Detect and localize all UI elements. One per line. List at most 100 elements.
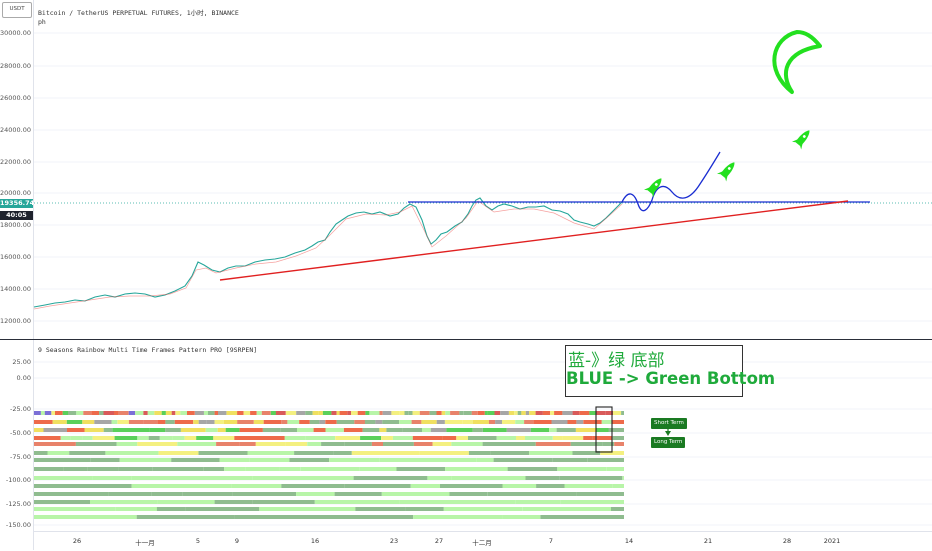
rainbow-bar-segment [256,411,262,415]
rainbow-bar-segment [612,436,624,440]
rainbow-bar-segment [339,411,348,415]
rainbow-bar-segment [128,451,145,455]
rainbow-bar-segment [554,411,563,415]
rainbow-bar-segment [285,442,308,446]
rainbow-bar-segment [226,411,238,415]
rainbow-bar-segment [371,442,383,446]
rainbow-bar-segment [194,411,204,415]
x-tick: 7 [548,537,554,545]
rainbow-bar-segment [313,428,326,432]
rainbow-bar-segment [312,515,414,519]
rainbow-bar-segment [521,411,526,415]
rainbow-bar-segment [294,451,334,455]
rainbow-bar-segment [143,411,148,415]
currency-badge[interactable]: USDT [2,2,32,18]
rainbow-bar-segment [411,420,422,424]
rainbow-bar-segment [587,458,620,462]
y-tick: 16000.00 [0,253,32,261]
rocket-icon [716,162,735,182]
rainbow-bar-segment [206,420,215,424]
ind-y-tick: -50.00 [10,429,31,437]
rainbow-bar-segment [289,458,330,462]
rainbow-bar-segment [515,500,561,504]
rainbow-bar-segment [76,411,84,415]
chart-subtitle: ph [38,18,46,26]
rainbow-bar-segment [116,442,138,446]
rainbow-bar-segment [382,420,400,424]
rainbow-bar-segment [493,458,553,462]
rainbow-bar-segment [75,442,117,446]
rainbow-bar-segment [444,420,463,424]
rainbow-bar-segment [99,411,104,415]
rainbow-bar-segment [305,411,313,415]
long-term-label: Long Term [651,437,686,448]
symbol-title[interactable]: Bitcoin / TetherUS PERPETUAL FUTURES, 1小… [38,9,239,17]
pane-divider[interactable] [0,339,932,340]
rainbow-bar-segment [402,428,422,432]
rainbow-bar-segment [542,411,551,415]
rainbow-bar-segment [570,442,603,446]
rainbow-bar-segment [608,428,624,432]
rainbow-bar-segment [247,451,295,455]
rainbow-bar-segment [270,411,276,415]
rainbow-bar-segment [171,411,176,415]
rainbow-bar-segment [208,411,215,415]
rainbow-bar-segment [118,411,129,415]
time-axis[interactable] [34,531,932,551]
rainbow-bar-segment [347,411,351,415]
rainbow-bar-segment [156,507,186,511]
rainbow-bar-segment [562,411,573,415]
rainbow-bar-segment [442,436,457,440]
rainbow-bar-segment [500,411,509,415]
rainbow-bar-segment [443,507,523,511]
x-tick: 27 [434,537,444,545]
annotation-text-cn: 蓝-》绿 底部 [568,351,665,371]
rainbow-bar-segment [375,420,383,424]
rainbow-bar-segment [379,428,387,432]
rainbow-bar-segment [529,411,536,415]
rainbow-bar-segment [68,411,77,415]
rainbow-bar-segment [319,420,326,424]
rainbow-bar-segment [318,411,323,415]
rainbow-bar-segment [575,428,596,432]
rainbow-bar-segment [572,451,601,455]
rainbow-bar-segment [43,428,67,432]
rainbow-bar-segment [483,500,516,504]
rainbow-bar-segment [564,484,613,488]
rainbow-bar-segment [353,476,428,480]
rainbow-bar-segment [556,428,576,432]
rainbow-bar-segment [157,500,215,504]
price-series [33,197,623,308]
y-tick: 22000.00 [0,158,32,166]
rainbow-bar-segment [596,411,606,415]
rainbow-bar-segment [488,420,496,424]
ind-y-tick: 25.00 [12,358,31,366]
rainbow-bar-segment [355,507,406,511]
rainbow-bar-segment [445,467,508,471]
rainbow-bar-segment [149,428,166,432]
x-tick: 5 [195,537,201,545]
rainbow-bar-segment [253,420,264,424]
rainbow-bar-segment [131,476,183,480]
rainbow-bar-segment [128,420,144,424]
rainbow-bar-segment [218,411,227,415]
rainbow-bar-segment [158,451,199,455]
rainbow-bar-segment [382,411,392,415]
x-tick: 23 [389,537,399,545]
rainbow-bar-segment [69,451,106,455]
rainbow-bar-segment [583,420,602,424]
rainbow-bar-segment [34,500,90,504]
rainbow-bar-segment [329,458,380,462]
rainbow-bar-segment [410,484,440,488]
rainbow-bar-segment [217,428,226,432]
ind-y-tick: -100.00 [5,476,31,484]
rainbow-bar-segment [336,411,340,415]
rainbow-bar-segment [524,420,534,424]
rainbow-bar-segment [34,484,61,488]
indicator-title[interactable]: 9 Seasons Rainbow Multi Time Frames Patt… [38,346,258,354]
rainbow-bar-segment [369,411,380,415]
price-axis[interactable] [0,0,34,550]
rainbow-bar-segment [263,420,282,424]
rainbow-bar-segment [613,411,622,415]
